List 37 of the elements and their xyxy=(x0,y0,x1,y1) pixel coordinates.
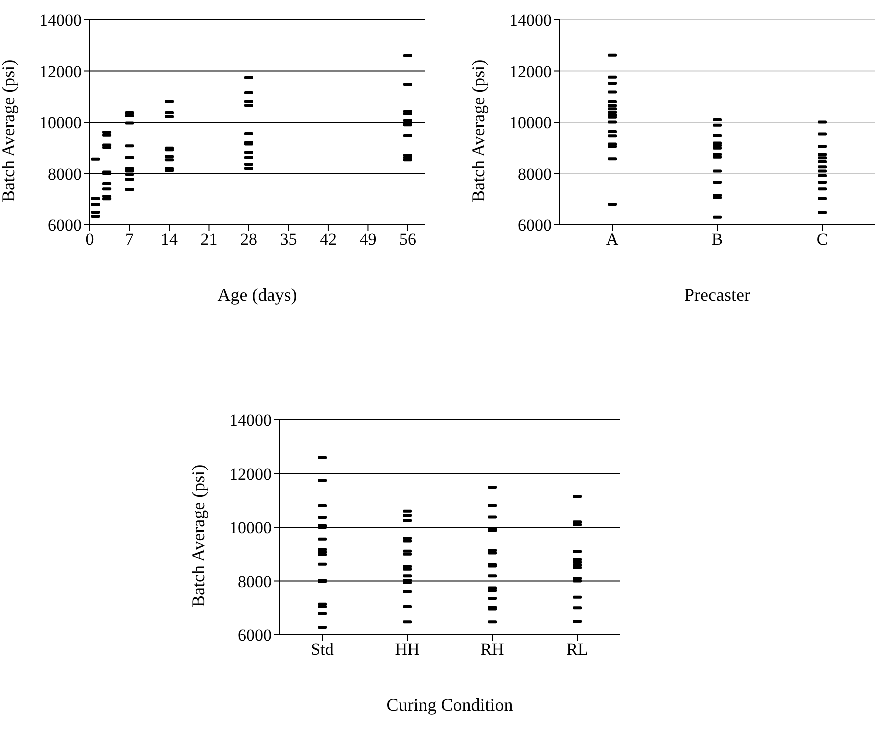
x-axis-title: Age (days) xyxy=(216,285,298,306)
x-tick-label: 14 xyxy=(160,230,178,250)
y-tick-label: 10000 xyxy=(510,114,552,133)
y-tick-label: 12000 xyxy=(510,62,552,82)
x-axis-title: Precaster xyxy=(684,285,752,306)
x-tick-label: C xyxy=(816,230,828,250)
y-tick-label: 14000 xyxy=(40,11,82,30)
x-tick-label: 35 xyxy=(280,230,298,250)
x-tick-label: 28 xyxy=(240,230,258,250)
x-tick-label: B xyxy=(712,230,724,250)
x-tick-label: 56 xyxy=(399,230,416,250)
y-tick-label: 8000 xyxy=(48,164,82,184)
y-tick-label: 8000 xyxy=(518,164,552,184)
y-axis-title: Batch Average (psi) xyxy=(0,60,18,202)
x-tick-label: A xyxy=(606,230,620,250)
y-tick-label: 6000 xyxy=(238,626,272,646)
x-tick-label: 21 xyxy=(200,230,218,250)
y-axis-title: Batch Average (psi) xyxy=(468,60,488,202)
y-tick-label: 14000 xyxy=(230,411,272,430)
x-axis-title: Curing Condition xyxy=(386,695,514,716)
x-tick-label: Std xyxy=(311,640,334,660)
y-tick-label: 10000 xyxy=(230,518,272,538)
x-tick-label: RL xyxy=(566,640,588,660)
y-axis-title: Batch Average (psi) xyxy=(188,464,208,608)
x-tick-label: 0 xyxy=(86,230,94,250)
y-tick-label: 14000 xyxy=(510,11,552,30)
x-tick-label: 49 xyxy=(360,230,377,250)
x-tick-label: RH xyxy=(480,640,504,660)
y-tick-label: 6000 xyxy=(48,216,82,236)
y-tick-label: 12000 xyxy=(40,62,82,82)
x-tick-label: HH xyxy=(395,640,420,660)
x-tick-label: 42 xyxy=(320,230,337,250)
y-tick-label: 6000 xyxy=(518,216,552,236)
y-tick-label: 8000 xyxy=(238,572,272,592)
y-tick-label: 12000 xyxy=(230,464,272,484)
y-tick-label: 10000 xyxy=(40,114,82,133)
x-tick-label: 7 xyxy=(125,230,134,250)
